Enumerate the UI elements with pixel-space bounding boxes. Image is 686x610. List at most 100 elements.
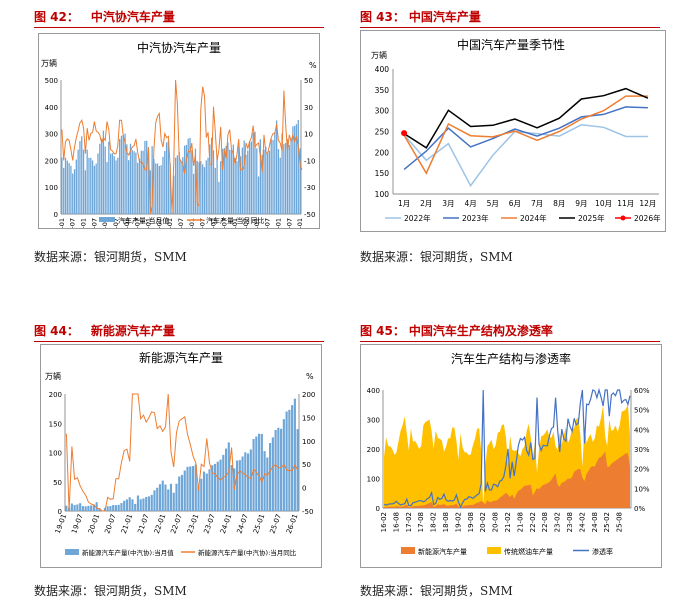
x-tick-label: 26-01 — [285, 513, 299, 535]
x-tick-label: 17-08 — [417, 512, 425, 532]
fig43-title: 中国汽车产量 — [408, 10, 481, 24]
bar — [73, 505, 76, 511]
bar — [209, 144, 211, 214]
bar — [122, 134, 124, 214]
bar — [167, 141, 170, 214]
legend-swatch-bar — [99, 217, 115, 222]
bar — [131, 150, 133, 214]
right-tick-label: 150 — [302, 414, 315, 422]
bar — [280, 428, 283, 511]
x-tick-label: 19-01 — [54, 513, 68, 535]
fig44-panel: 新能源汽车产量 万辆% 0 50 100 150 200 -50 0 50 100 150 200 19-… — [40, 344, 322, 568]
right-tick-label: 50 — [302, 461, 311, 469]
bar — [211, 137, 213, 214]
bar — [241, 147, 244, 214]
y-axis-label-left: 万辆 — [45, 371, 61, 381]
right-tick-label: -10 — [304, 157, 315, 165]
x-tick-label: 16-01 — [80, 218, 88, 228]
bar — [125, 499, 129, 511]
legend-label: 2024年 — [520, 213, 547, 223]
bar — [84, 170, 87, 214]
x-tick-label: 24-01 — [219, 513, 233, 535]
bar — [183, 470, 186, 511]
bar — [281, 133, 283, 214]
series-line — [403, 95, 648, 175]
bar — [173, 175, 175, 214]
left-tick-label: 100 — [45, 184, 58, 192]
x-tick-label: 21-02 — [504, 512, 512, 532]
bar — [146, 140, 148, 214]
bar — [285, 142, 287, 214]
bar — [197, 486, 200, 511]
bar — [158, 166, 160, 214]
y-tick-label: 250 — [375, 128, 390, 137]
x-tick-label: 24-07 — [235, 513, 249, 535]
bar — [81, 506, 84, 511]
bar — [265, 147, 267, 214]
bar — [236, 161, 238, 214]
bar — [92, 504, 95, 511]
bar — [151, 146, 153, 214]
bar — [64, 157, 67, 214]
left-tick-label: 500 — [45, 77, 58, 85]
bar — [271, 437, 274, 511]
x-tick-label: 2月 — [420, 199, 432, 208]
left-tick-label: 300 — [367, 417, 380, 425]
bar — [108, 141, 110, 214]
bar — [293, 398, 296, 511]
right-tick-label: 50 — [304, 77, 313, 85]
legend-label: 2022年 — [404, 213, 431, 223]
fig45-rule — [360, 341, 660, 342]
bar — [178, 476, 181, 511]
right-tick-label: 60% — [634, 387, 650, 395]
x-tick-label: 20-01 — [87, 513, 101, 535]
bar — [208, 469, 211, 511]
bar — [161, 480, 164, 511]
series-line — [403, 87, 649, 149]
x-tick-label: 19-02 — [454, 512, 462, 532]
bar — [250, 141, 253, 214]
bar — [142, 150, 144, 214]
bar — [268, 150, 271, 214]
bar — [229, 149, 231, 214]
bar — [65, 505, 68, 511]
bar — [128, 160, 130, 214]
series-line — [403, 106, 648, 170]
fig44-rule — [34, 341, 324, 342]
bar — [120, 135, 123, 214]
x-tick-label: 16-07 — [90, 218, 98, 228]
fig43-rule — [360, 27, 660, 28]
bar — [90, 505, 93, 511]
y-tick-label: 300 — [375, 107, 390, 116]
x-tick-label: 17-01 — [101, 218, 109, 228]
bar — [207, 157, 209, 214]
bar — [227, 442, 230, 511]
bar — [239, 156, 242, 214]
bar — [147, 152, 150, 214]
y-axis-label-left: 万辆 — [41, 58, 57, 68]
bar — [266, 153, 269, 214]
bar — [84, 506, 87, 511]
bar — [93, 165, 96, 214]
x-tick-label: 16-08 — [392, 512, 400, 532]
bar — [182, 157, 184, 214]
bar — [221, 148, 224, 214]
x-tick-label: 19-07 — [70, 513, 84, 535]
bar — [145, 496, 148, 511]
bar — [219, 459, 222, 511]
right-tick-label: -50 — [304, 211, 315, 219]
bar — [238, 460, 241, 511]
x-tick-label: 20-02 — [479, 512, 487, 532]
series-line — [403, 124, 648, 188]
bar — [113, 156, 115, 214]
bar — [194, 148, 197, 214]
bar — [167, 489, 170, 511]
bar — [275, 120, 278, 214]
bar — [156, 487, 159, 511]
legend-label: 2023年 — [462, 213, 489, 223]
bar — [220, 161, 222, 214]
bar — [135, 152, 137, 214]
bar — [274, 131, 276, 214]
bar — [165, 142, 168, 214]
